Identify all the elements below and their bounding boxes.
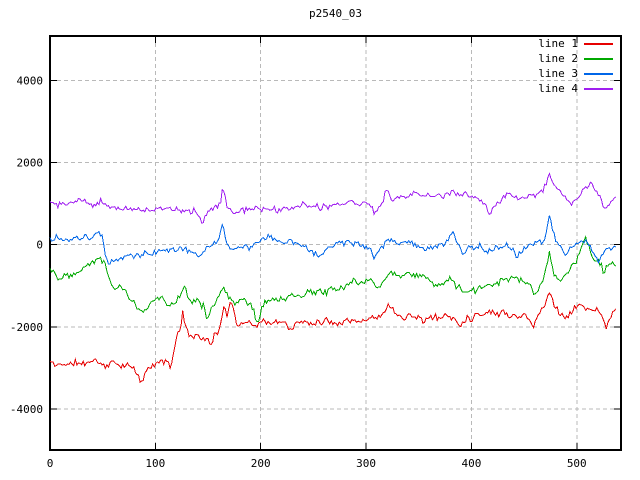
legend-item: line 1 (538, 36, 613, 51)
x-tick-label: 0 (47, 457, 54, 470)
legend: line 1 line 2 line 3 line 4 (538, 36, 613, 96)
y-tick-label: 0 (36, 239, 43, 252)
legend-line-sample (584, 72, 613, 75)
legend-label: line 3 (538, 67, 578, 80)
legend-item: line 4 (538, 81, 613, 96)
y-tick-label: -4000 (10, 403, 43, 416)
chart-title: p2540_03 (309, 7, 362, 20)
y-tick-label: -2000 (10, 321, 43, 334)
legend-label: line 4 (538, 82, 578, 95)
series-line-2 (49, 235, 617, 323)
legend-item: line 2 (538, 51, 613, 66)
legend-line-sample (584, 87, 613, 90)
x-tick-label: 300 (356, 457, 376, 470)
series-line-1 (49, 292, 617, 384)
plot-border (49, 35, 622, 451)
legend-line-sample (584, 57, 613, 60)
y-tick-label: 4000 (17, 74, 44, 87)
x-tick-label: 400 (461, 457, 481, 470)
x-tick-label: 500 (567, 457, 587, 470)
x-tick-label: 200 (251, 457, 271, 470)
x-tick-label: 100 (145, 457, 165, 470)
legend-label: line 1 (538, 37, 578, 50)
series-line-4 (49, 171, 616, 224)
y-tick-label: 2000 (17, 157, 44, 170)
legend-label: line 2 (538, 52, 578, 65)
legend-item: line 3 (538, 66, 613, 81)
series-line-3 (49, 215, 616, 265)
legend-line-sample (584, 42, 613, 45)
